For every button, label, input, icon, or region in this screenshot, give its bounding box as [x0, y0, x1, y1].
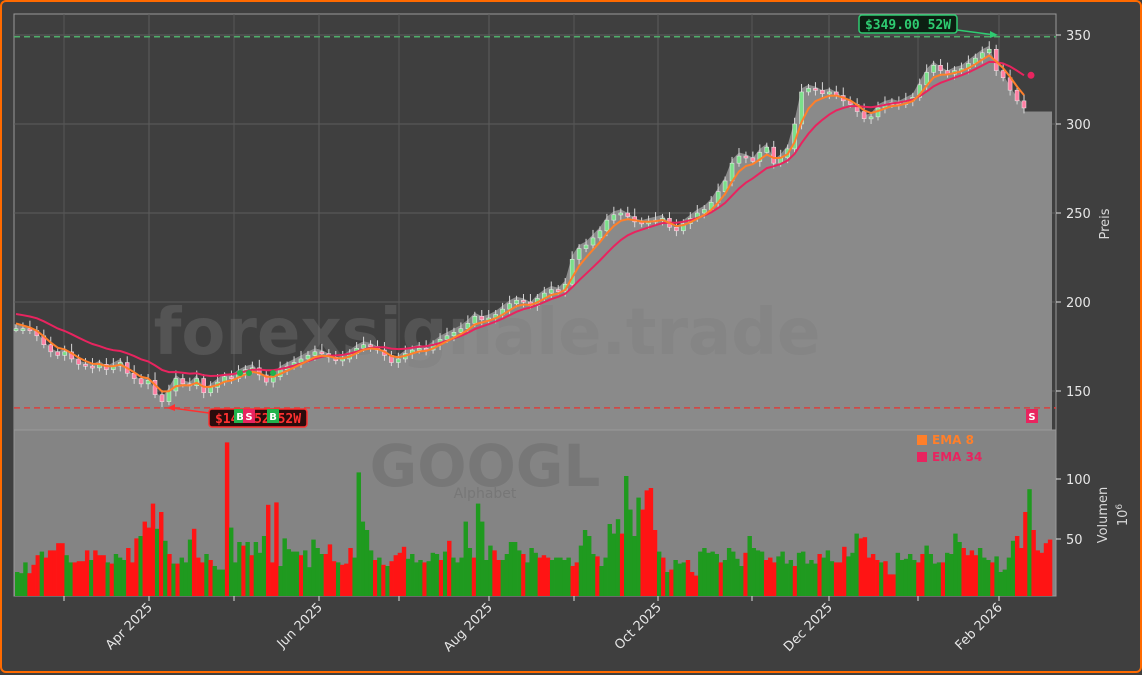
legend: EMA 8 EMA 34 — [917, 433, 982, 464]
volume-axis-label: Volumen — [1096, 487, 1111, 544]
site-watermark: forexsignale.trade — [154, 296, 821, 370]
svg-text:Jun 2025: Jun 2025 — [274, 600, 326, 652]
svg-text:Apr 2025: Apr 2025 — [103, 600, 156, 653]
svg-text:250: 250 — [1066, 207, 1091, 222]
ema8-line — [15, 54, 1025, 393]
legend-label-ema8: EMA 8 — [932, 433, 974, 447]
svg-text:Feb 2026: Feb 2026 — [953, 600, 1006, 653]
volume-scale-label: 106 — [1115, 504, 1131, 527]
svg-text:150: 150 — [1066, 385, 1091, 400]
svg-text:Aug 2025: Aug 2025 — [441, 600, 496, 655]
svg-text:300: 300 — [1066, 118, 1091, 133]
svg-text:Dec 2025: Dec 2025 — [781, 600, 836, 655]
candlesticks — [13, 41, 1027, 408]
svg-text:200: 200 — [1066, 296, 1091, 311]
ticker-watermark: GOOGL — [370, 432, 601, 500]
legend-swatch-ema8 — [917, 435, 927, 445]
volume-bars — [15, 442, 1053, 596]
svg-text:Oct 2025: Oct 2025 — [612, 600, 665, 653]
legend-label-ema34: EMA 34 — [932, 450, 982, 464]
svg-text:50: 50 — [1066, 533, 1083, 548]
svg-text:$349.00 52W: $349.00 52W — [865, 18, 951, 33]
svg-text:350: 350 — [1066, 29, 1091, 44]
volume-y-axis: 50 100 — [1056, 473, 1091, 548]
svg-text:S: S — [245, 412, 252, 423]
svg-text:$140.52 52W: $140.52 52W — [215, 412, 301, 427]
svg-text:100: 100 — [1066, 473, 1091, 488]
svg-text:S: S — [1028, 412, 1035, 423]
price-y-axis: 150 200 250 300 350 — [1056, 29, 1091, 400]
company-watermark: Alphabet — [454, 486, 517, 502]
svg-text:B: B — [236, 412, 244, 423]
svg-text:B: B — [269, 412, 277, 423]
x-axis: Apr 2025 Jun 2025 Aug 2025 Oct 2025 Dec 2025… — [63, 596, 1006, 655]
52w-levels: $349.00 52W $140.52 52W — [14, 14, 1056, 428]
price-axis-label: Preis — [1098, 208, 1113, 239]
legend-swatch-ema34 — [917, 452, 927, 462]
ema34-line — [15, 60, 1025, 378]
